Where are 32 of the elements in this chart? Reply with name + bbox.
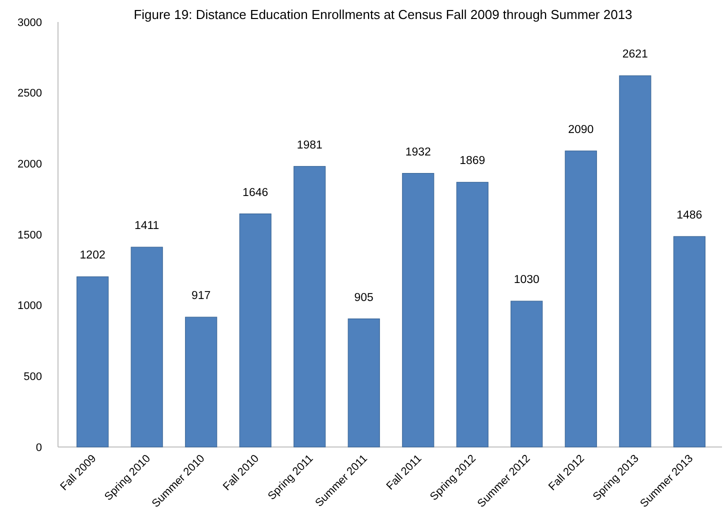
data-label: 905 bbox=[354, 292, 374, 304]
bar bbox=[76, 276, 109, 448]
data-label: 917 bbox=[192, 290, 211, 302]
y-tick-label: 500 bbox=[24, 371, 42, 384]
bar bbox=[185, 316, 218, 448]
bar bbox=[239, 214, 272, 448]
y-tick-label: 2000 bbox=[18, 158, 42, 171]
bar bbox=[564, 150, 597, 448]
bar bbox=[348, 318, 380, 448]
y-tick-label: 3000 bbox=[18, 16, 42, 29]
bar bbox=[130, 246, 163, 448]
data-label: 1486 bbox=[676, 209, 702, 222]
data-label: 1981 bbox=[296, 139, 322, 152]
y-tick-label: 1500 bbox=[18, 229, 42, 242]
bar bbox=[456, 182, 488, 448]
chart-title: Figure 19: Distance Education Enrollments at Census Fall 2009 through Summer 2013 bbox=[134, 7, 632, 22]
data-label: 1932 bbox=[405, 146, 431, 158]
y-tick-label: 2500 bbox=[18, 88, 42, 100]
data-label: 1030 bbox=[514, 274, 540, 286]
bar bbox=[619, 75, 652, 448]
bar bbox=[510, 300, 543, 448]
data-label: 1411 bbox=[134, 220, 160, 232]
data-label: 1646 bbox=[242, 186, 268, 199]
data-label: 1869 bbox=[460, 155, 486, 168]
y-tick-label: 0 bbox=[36, 442, 42, 454]
y-tick-label: 1000 bbox=[18, 300, 42, 312]
data-label: 2090 bbox=[568, 124, 594, 136]
data-label: 2621 bbox=[622, 48, 648, 61]
bar bbox=[673, 236, 706, 448]
data-label: 1202 bbox=[80, 250, 106, 262]
bar bbox=[294, 166, 326, 448]
bar bbox=[402, 173, 434, 448]
